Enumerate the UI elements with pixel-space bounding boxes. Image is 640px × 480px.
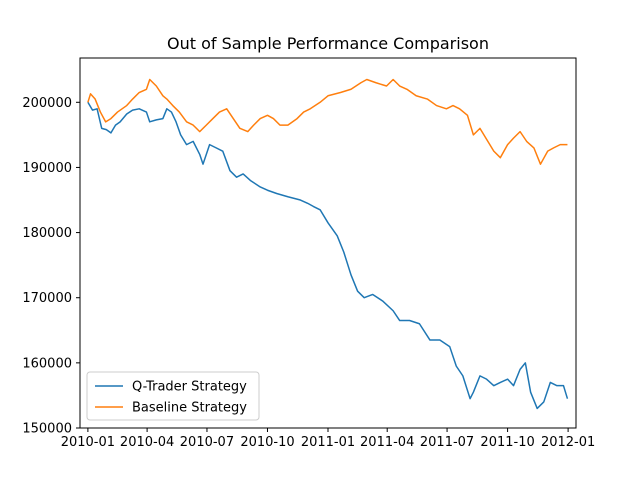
y-tick-label: 150000: [22, 422, 72, 437]
x-tick-label: 2012-01: [541, 435, 595, 450]
y-tick-label: 200000: [22, 96, 72, 111]
x-tick-label: 2010-07: [180, 435, 234, 450]
legend-box: [86, 371, 260, 421]
x-tick-label: 2010-01: [61, 435, 115, 450]
chart-title: Out of Sample Performance Comparison: [167, 34, 489, 53]
y-tick-label: 190000: [22, 161, 72, 176]
legend-label-baseline: Baseline Strategy: [132, 401, 247, 416]
x-tick-label: 2011-04: [360, 435, 414, 450]
x-tick-label: 2011-01: [301, 435, 355, 450]
y-axis: 150000 160000 170000 180000 190000 200000: [22, 96, 80, 437]
legend: Q-Trader Strategy Baseline Strategy: [86, 371, 260, 421]
x-axis: 2010-01 2010-04 2010-07 2010-10 2011-01 2011-…: [61, 428, 595, 450]
x-tick-label: 2011-10: [480, 435, 534, 450]
y-tick-label: 170000: [22, 291, 72, 306]
series-line-baseline: [87, 78, 568, 165]
legend-label-q-trader: Q-Trader Strategy: [132, 380, 247, 395]
x-tick-label: 2010-10: [240, 435, 294, 450]
series-line-q-trader: [87, 101, 569, 410]
x-tick-label: 2011-07: [420, 435, 474, 450]
series-lines: [87, 78, 569, 410]
y-tick-label: 160000: [22, 356, 72, 371]
plot-frame: [79, 57, 577, 429]
y-tick-label: 180000: [22, 226, 72, 241]
x-tick-label: 2010-04: [120, 435, 174, 450]
